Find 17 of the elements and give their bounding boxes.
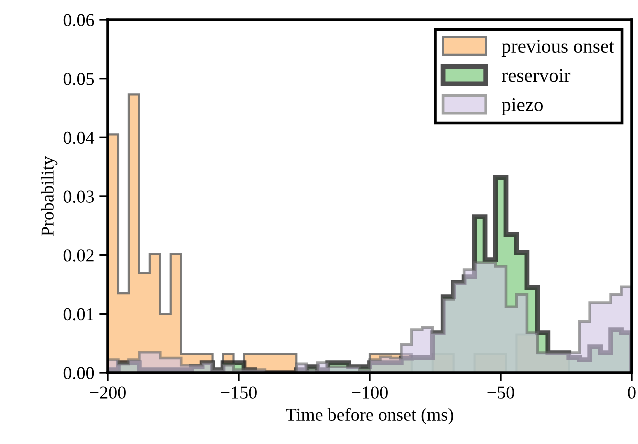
x-tick-label: −100 (352, 386, 388, 399)
y-tick-label: 0.04 (64, 132, 95, 144)
x-tick-label: 0 (628, 386, 636, 399)
y-tick-label: 0.01 (64, 308, 94, 321)
x-tick-label: −50 (488, 386, 514, 399)
x-tick-label: −200 (90, 386, 126, 399)
y-tick-label: 0.02 (64, 250, 94, 262)
y-tick-label: 0.05 (64, 73, 94, 86)
y-tick-label: 0.06 (64, 14, 94, 27)
x-axis-title: Time before onset (ms) (286, 408, 454, 425)
y-tick-label: 0.03 (64, 190, 94, 204)
y-axis-title: Probability (41, 156, 58, 236)
legend-label: reservoir (502, 69, 571, 82)
y-tick-label: 0.00 (64, 367, 94, 380)
legend-label: previous onset (502, 40, 614, 57)
x-tick-label: −150 (221, 386, 257, 399)
legend-label: piezo (502, 98, 543, 116)
